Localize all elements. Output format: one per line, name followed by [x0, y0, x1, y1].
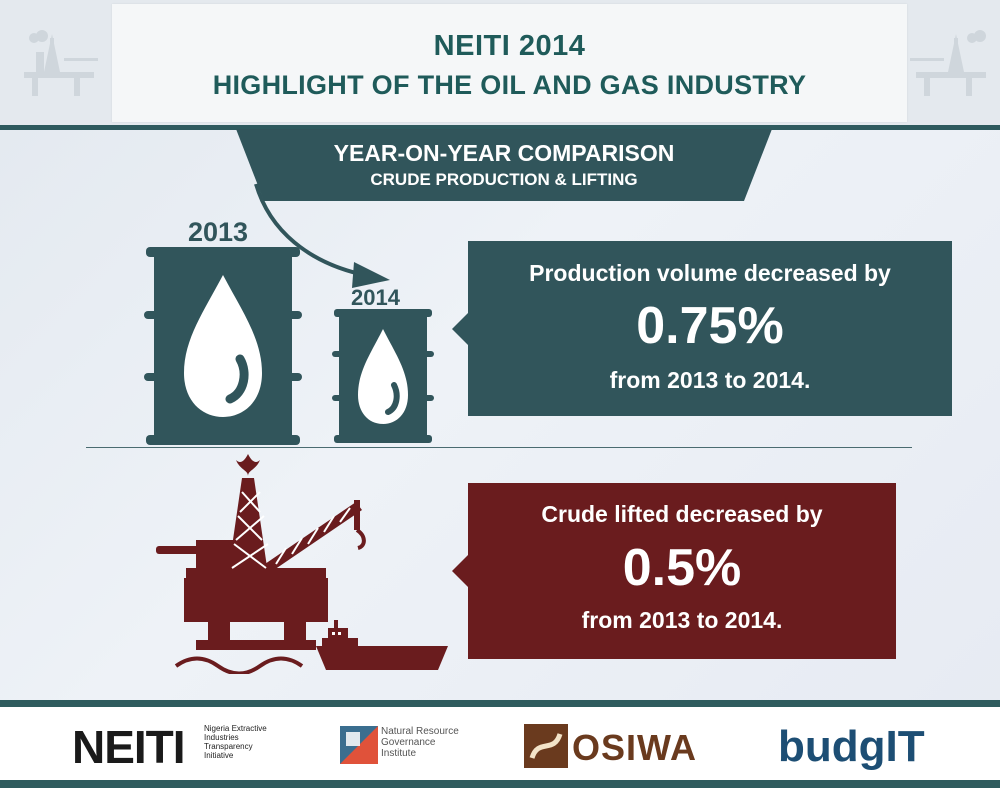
year-label-2013: 2013 [188, 217, 249, 247]
year-label-2014: 2014 [351, 285, 400, 310]
footer [0, 700, 1000, 788]
section-divider [86, 447, 912, 448]
production-text-line3: from 2013 to 2014. [609, 367, 811, 393]
curved-arrow-icon [254, 183, 390, 288]
footer-top-line [0, 700, 1000, 707]
oil-barrel-2013-icon [144, 247, 302, 445]
comparison-banner [236, 129, 772, 201]
faint-rig-left-icon [24, 30, 98, 96]
budgit-logo: budgIT [778, 722, 925, 771]
nrgi-logo-text: Natural Resource Governance Institute [381, 726, 459, 759]
oil-barrel-2014-icon [332, 309, 434, 443]
osiwa-logo: OSIWA [572, 727, 698, 768]
banner-title: YEAR-ON-YEAR COMPARISON [333, 140, 675, 166]
lifting-callout [452, 483, 896, 659]
ship-icon [316, 620, 448, 670]
production-value: 0.75% [636, 297, 784, 355]
banner-subtitle: CRUDE PRODUCTION & LIFTING [370, 170, 638, 189]
production-text-line1: Production volume decreased by [529, 260, 891, 286]
lifting-text-line3: from 2013 to 2014. [581, 607, 783, 633]
oil-rig-icon [156, 454, 366, 674]
footer-bottom-line [0, 780, 1000, 788]
osiwa-logo-icon [524, 724, 568, 768]
production-callout [452, 241, 952, 416]
faint-rig-right-icon [910, 30, 986, 96]
header-divider [0, 125, 1000, 130]
lifting-value: 0.5% [622, 539, 742, 597]
neiti-logo: NEITI [72, 721, 186, 773]
page-title: NEITI 2014 [433, 30, 586, 62]
page-subtitle: HIGHLIGHT OF THE OIL AND GAS INDUSTRY [212, 70, 807, 100]
header-title-box: NEITI 2014 HIGHLIGHT OF THE OIL AND GAS … [112, 4, 907, 122]
lifting-text-line1: Crude lifted decreased by [541, 501, 823, 527]
nrgi-logo-icon [340, 726, 378, 764]
neiti-logo-subtitle: Nigeria Extractive Industries Transparen… [204, 724, 267, 760]
